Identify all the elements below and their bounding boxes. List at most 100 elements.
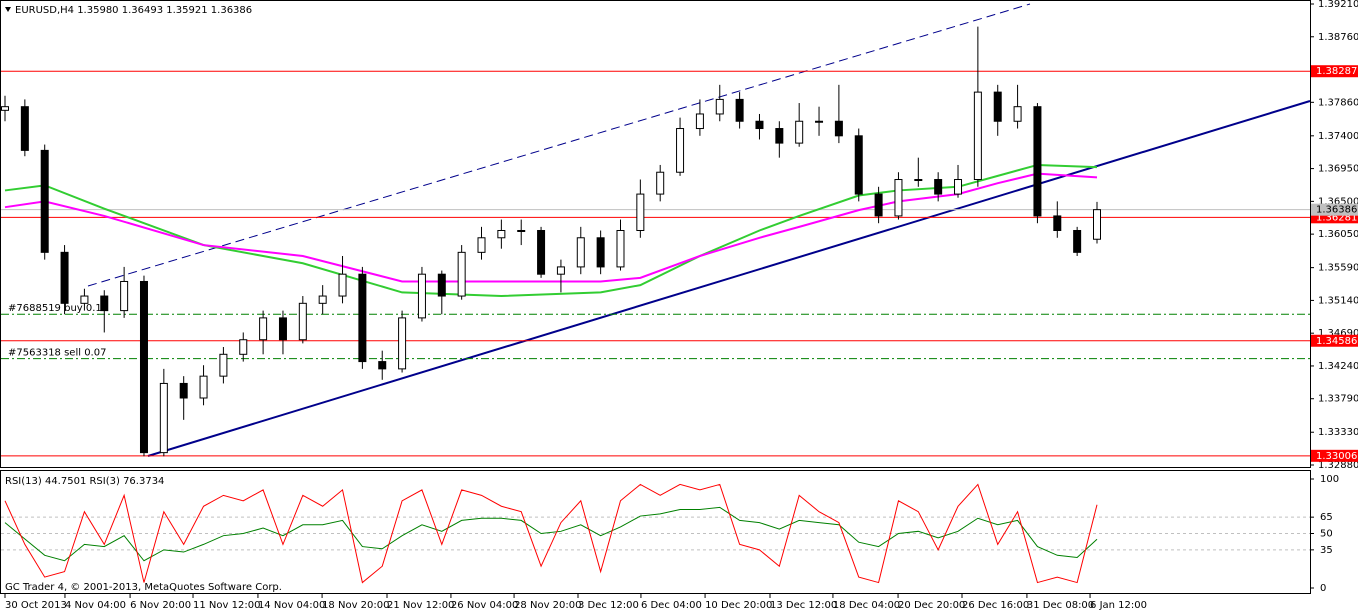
x-tick-label: 26 Dec 16:00: [962, 600, 1029, 611]
candle-body: [497, 229, 506, 239]
candle-body: [179, 382, 188, 399]
rsi-line: [4, 483, 1098, 584]
y-tick-label: 35: [1320, 545, 1333, 556]
x-tick-label: 6 Jan 12:00: [1090, 600, 1147, 611]
level-label: 1.36281: [1316, 212, 1357, 223]
x-tick-label: 6 Nov 20:00: [130, 600, 191, 611]
y-tick-label: 1.36500: [1318, 196, 1358, 207]
candle-body: [993, 91, 1002, 122]
candle-body: [457, 251, 466, 297]
candle-body: [894, 179, 903, 217]
y-tick-label: 100: [1320, 474, 1339, 485]
candle-body: [735, 98, 744, 122]
candle-body: [278, 317, 287, 341]
candle-body: [378, 361, 387, 370]
candle-body: [755, 120, 764, 130]
candle-body: [239, 339, 248, 355]
menu-arrow: [5, 7, 11, 12]
x-tick-label: 6 Dec 04:00: [641, 600, 702, 611]
candle-body: [537, 229, 546, 275]
candle-body: [775, 128, 784, 144]
order-label: #7688519 buy 0.15: [8, 303, 108, 314]
candle-body: [219, 353, 228, 377]
candle-body: [973, 91, 982, 181]
candle-body: [338, 273, 347, 297]
y-tick-label: 1.36050: [1318, 229, 1358, 240]
y-tick-label: 1.37400: [1318, 131, 1358, 142]
candle-body: [834, 120, 843, 137]
level-label: 1.34586: [1316, 336, 1357, 347]
candle-body: [695, 113, 704, 130]
y-tick-label: 65: [1320, 512, 1333, 523]
candle-body: [576, 237, 585, 268]
y-tick-label: 1.33330: [1318, 427, 1358, 438]
candle-body: [556, 266, 565, 275]
candle-body: [437, 273, 446, 297]
main-panel: [0, 0, 1311, 468]
x-tick-label: 28 Nov 20:00: [514, 600, 581, 611]
y-tick-label: 1.39210: [1318, 0, 1358, 10]
candle-body: [40, 149, 49, 253]
level-label: 1.33006: [1316, 451, 1357, 462]
x-tick-label: 26 Nov 04:00: [451, 600, 518, 611]
x-tick-label: 14 Nov 04:00: [258, 600, 325, 611]
candle-body: [60, 251, 69, 304]
order-label: #7563318 sell 0.07: [8, 348, 106, 359]
x-tick-label: 18 Dec 04:00: [833, 600, 900, 611]
y-tick-label: 1.34690: [1318, 328, 1358, 339]
x-tick-label: 31 Dec 08:00: [1027, 600, 1094, 611]
candle-body: [636, 193, 645, 231]
candle-body: [914, 179, 923, 182]
x-tick-label: 13 Dec 12:00: [770, 600, 837, 611]
price-label: 1.36386: [1316, 205, 1357, 216]
y-tick-label: 1.36950: [1318, 164, 1358, 175]
candle-body: [1013, 106, 1022, 122]
candle-body: [477, 237, 486, 253]
level-tag: [1311, 65, 1358, 78]
footer: GC Trader 4, © 2001-2013, MetaQuotes Sof…: [5, 582, 282, 593]
x-tick-label: 21 Nov 12:00: [387, 600, 454, 611]
candle-body: [139, 280, 148, 454]
x-tick-label: 10 Dec 20:00: [705, 600, 772, 611]
candle-body: [358, 273, 367, 363]
candle-body: [199, 375, 208, 399]
candle-body: [715, 98, 724, 115]
x-tick-label: 20 Dec 20:00: [898, 600, 965, 611]
channel-line: [87, 3, 1031, 287]
level-label: 1.38287: [1316, 66, 1357, 77]
candle-body: [934, 179, 943, 195]
candle-body: [80, 295, 89, 304]
y-tick-label: 0: [1320, 583, 1326, 594]
rsi-title: RSI(13) 44.7501 RSI(3) 76.3734: [5, 476, 164, 487]
candle-body: [298, 302, 307, 341]
y-tick-label: 1.32880: [1318, 460, 1358, 471]
moving-average: [4, 163, 1098, 298]
candle-body: [417, 273, 426, 319]
candle-body: [100, 295, 109, 312]
y-tick-label: 50: [1320, 529, 1333, 540]
candle-body: [676, 128, 685, 173]
moving-average: [4, 172, 1098, 283]
candle-body: [159, 382, 168, 454]
x-tick-label: 30 Oct 2013: [5, 600, 67, 611]
candle-body: [1073, 229, 1082, 253]
candle-body: [954, 179, 963, 195]
price-tag: [1311, 203, 1358, 216]
y-tick-label: 1.37860: [1318, 97, 1358, 108]
candle-body: [596, 237, 605, 268]
y-tick-label: 1.33790: [1318, 394, 1358, 405]
candle-body: [318, 295, 327, 304]
y-tick-label: 1.34240: [1318, 361, 1358, 372]
candle-body: [616, 229, 625, 268]
candle-body: [815, 120, 824, 123]
level-tag: [1311, 449, 1358, 462]
candle-body: [1033, 106, 1042, 217]
candle-body: [1, 106, 9, 111]
x-tick-label: 3 Dec 12:00: [578, 600, 639, 611]
candle-body: [656, 171, 665, 195]
y-tick-label: 1.38760: [1318, 32, 1358, 43]
candle-body: [20, 106, 29, 151]
trend-line: [147, 100, 1311, 457]
y-tick-label: 1.35140: [1318, 295, 1358, 306]
candle-body: [874, 193, 883, 217]
